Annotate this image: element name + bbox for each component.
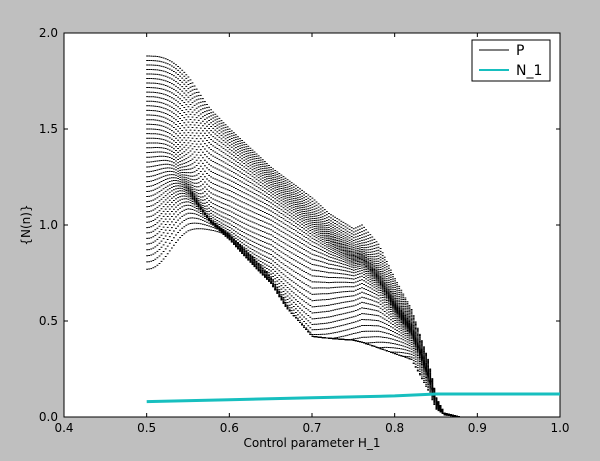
p-dotted-curve — [146, 55, 479, 418]
x-tick-label: 0.5 — [137, 421, 156, 435]
x-tick-label: 0.9 — [468, 421, 487, 435]
y-tick-label: 1.0 — [39, 218, 58, 232]
x-tick-label: 0.4 — [54, 421, 73, 435]
p-curves — [146, 55, 479, 418]
n1-series-line — [146, 392, 560, 404]
x-axis-ticks: 0.4 0.5 0.6 0.7 0.8 0.9 1.0 — [54, 33, 570, 435]
y-tick-label: 0.5 — [39, 314, 58, 328]
legend-label-p: P — [516, 43, 524, 59]
y-tick-label: 1.5 — [39, 122, 58, 136]
y-axis-label: {N(n)} — [19, 204, 33, 245]
x-tick-label: 0.7 — [302, 421, 321, 435]
legend-label-n1: N_1 — [516, 63, 542, 79]
n1-line — [146, 392, 560, 404]
legend: P N_1 — [471, 39, 551, 82]
legend-box — [471, 39, 551, 82]
x-axis-label: Control parameter H_1 — [243, 436, 380, 450]
x-tick-label: 0.8 — [385, 421, 404, 435]
y-tick-label: 0.0 — [39, 410, 58, 424]
x-tick-label: 0.6 — [220, 421, 239, 435]
y-tick-label: 2.0 — [39, 26, 58, 40]
y-axis-ticks: 0.0 0.5 1.0 1.5 2.0 — [39, 26, 560, 424]
x-tick-label: 1.0 — [550, 421, 569, 435]
